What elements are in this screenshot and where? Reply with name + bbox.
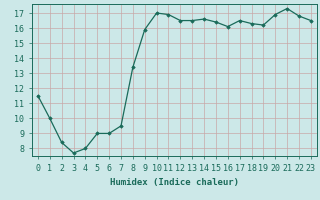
- X-axis label: Humidex (Indice chaleur): Humidex (Indice chaleur): [110, 178, 239, 187]
